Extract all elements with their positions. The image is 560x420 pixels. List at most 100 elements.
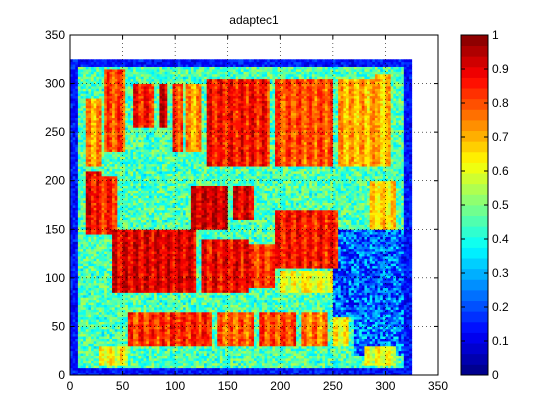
- heatmap-cell: [406, 339, 409, 342]
- heatmap-cell: [241, 319, 244, 322]
- heatmap-cell: [270, 329, 273, 332]
- heatmap-cell: [157, 305, 160, 308]
- heatmap-cell: [220, 356, 223, 359]
- heatmap-cell: [107, 346, 110, 349]
- heatmap-cell: [73, 339, 76, 342]
- heatmap-cell: [149, 288, 152, 291]
- heatmap-cell: [125, 365, 128, 368]
- heatmap-cell: [204, 329, 207, 332]
- heatmap-cell: [75, 280, 78, 283]
- heatmap-cell: [109, 319, 112, 322]
- heatmap-cell: [138, 317, 141, 320]
- heatmap-cell: [162, 370, 165, 373]
- heatmap-cell: [102, 326, 105, 329]
- heatmap-cell: [262, 302, 265, 305]
- heatmap-cell: [180, 290, 183, 293]
- heatmap-cell: [275, 317, 278, 320]
- heatmap-cell: [265, 365, 268, 368]
- heatmap-cell: [157, 302, 160, 305]
- heatmap-cell: [144, 312, 147, 315]
- heatmap-cell: [251, 360, 254, 363]
- heatmap-cell: [188, 341, 191, 344]
- heatmap-cell: [138, 365, 141, 368]
- heatmap-cell: [322, 312, 325, 315]
- heatmap-cell: [123, 295, 126, 298]
- heatmap-cell: [309, 295, 312, 298]
- heatmap-cell: [325, 348, 328, 351]
- heatmap-cell: [112, 360, 115, 363]
- heatmap-cell: [191, 283, 194, 286]
- heatmap-cell: [196, 302, 199, 305]
- heatmap-cell: [136, 297, 139, 300]
- heatmap-cell: [385, 317, 388, 320]
- heatmap-cell: [296, 334, 299, 337]
- heatmap-cell: [188, 358, 191, 361]
- heatmap-cell: [146, 331, 149, 334]
- heatmap-cell: [225, 292, 228, 295]
- heatmap-cell: [283, 358, 286, 361]
- heatmap-cell: [222, 363, 225, 366]
- heatmap-cell: [401, 336, 404, 339]
- heatmap-cell: [104, 288, 107, 291]
- heatmap-cell: [109, 363, 112, 366]
- heatmap-cell: [204, 370, 207, 373]
- heatmap-cell: [341, 341, 344, 344]
- heatmap-cell: [299, 358, 302, 361]
- heatmap-cell: [191, 300, 194, 303]
- heatmap-cell: [291, 305, 294, 308]
- heatmap-cell: [209, 292, 212, 295]
- heatmap-cell: [96, 343, 99, 346]
- heatmap-cell: [91, 358, 94, 361]
- heatmap-cell: [359, 326, 362, 329]
- heatmap-cell: [385, 346, 388, 349]
- heatmap-cell: [204, 312, 207, 315]
- heatmap-cell: [133, 322, 136, 325]
- heatmap-cell: [170, 341, 173, 344]
- heatmap-cell: [367, 370, 370, 373]
- heatmap-cell: [170, 319, 173, 322]
- heatmap-cell: [393, 319, 396, 322]
- heatmap-cell: [404, 295, 407, 298]
- heatmap-cell: [86, 365, 89, 368]
- heatmap-cell: [275, 309, 278, 312]
- heatmap-cell: [233, 305, 236, 308]
- heatmap-cell: [178, 365, 181, 368]
- heatmap-cell: [222, 285, 225, 288]
- heatmap-cell: [375, 288, 378, 291]
- heatmap-cell: [162, 290, 165, 293]
- heatmap-cell: [220, 290, 223, 293]
- heatmap-cell: [215, 365, 218, 368]
- heatmap-cell: [194, 356, 197, 359]
- heatmap-cell: [393, 290, 396, 293]
- heatmap-cell: [199, 356, 202, 359]
- heatmap-cell: [91, 305, 94, 308]
- heatmap-cell: [228, 353, 231, 356]
- heatmap-cell: [259, 317, 262, 320]
- heatmap-cell: [364, 309, 367, 312]
- heatmap-cell: [78, 331, 81, 334]
- heatmap-cell: [346, 348, 349, 351]
- heatmap-cell: [270, 322, 273, 325]
- heatmap-cell: [267, 283, 270, 286]
- heatmap-cell: [299, 288, 302, 291]
- heatmap-cell: [286, 285, 289, 288]
- heatmap-cell: [144, 363, 147, 366]
- heatmap-cell: [238, 326, 241, 329]
- heatmap-cell: [341, 363, 344, 366]
- heatmap-cell: [343, 290, 346, 293]
- heatmap-cell: [325, 358, 328, 361]
- heatmap-cell: [133, 353, 136, 356]
- heatmap-cell: [178, 348, 181, 351]
- heatmap-cell: [167, 307, 170, 310]
- heatmap-cell: [262, 360, 265, 363]
- heatmap-cell: [154, 358, 157, 361]
- heatmap-cell: [351, 343, 354, 346]
- heatmap-cell: [196, 358, 199, 361]
- heatmap-cell: [102, 300, 105, 303]
- heatmap-cell: [270, 285, 273, 288]
- heatmap-cell: [96, 360, 99, 363]
- heatmap-cell: [117, 295, 120, 298]
- heatmap-cell: [251, 329, 254, 332]
- heatmap-cell: [207, 317, 210, 320]
- heatmap-cell: [349, 319, 352, 322]
